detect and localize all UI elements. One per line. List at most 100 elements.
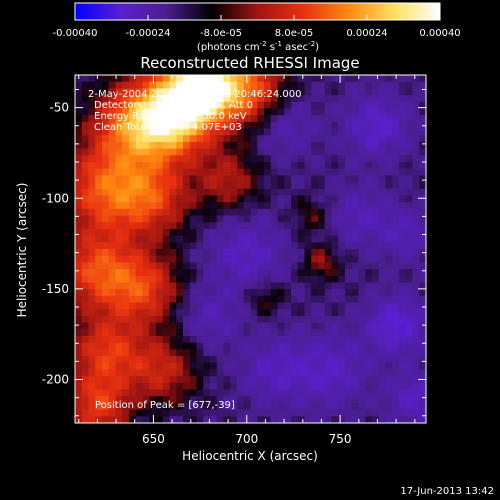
- heatmap-cell: [324, 289, 333, 297]
- heatmap-cell: [291, 108, 299, 116]
- heatmap-cell: [230, 289, 238, 297]
- heatmap-cell: [250, 249, 258, 257]
- heatmap-cell: [230, 349, 238, 357]
- heatmap-cell: [196, 208, 204, 217]
- heatmap-cell: [122, 309, 130, 317]
- heatmap-cell: [142, 389, 150, 397]
- heatmap-cell: [338, 215, 346, 223]
- heatmap-cell: [142, 249, 150, 257]
- heatmap-cell: [189, 195, 198, 203]
- heatmap-cell: [196, 121, 204, 130]
- heatmap-cell: [338, 141, 346, 150]
- heatmap-cell: [169, 148, 177, 156]
- heatmap-cell: [210, 242, 218, 250]
- heatmap-cell: [311, 141, 319, 150]
- heatmap-cell: [264, 155, 272, 163]
- heatmap-cell: [345, 349, 353, 357]
- heatmap-cell: [149, 88, 157, 96]
- heatmap-cell: [399, 356, 407, 364]
- heatmap-cell: [81, 121, 90, 130]
- heatmap-cell: [115, 289, 123, 297]
- heatmap-cell: [372, 342, 380, 350]
- heatmap-cell: [318, 128, 326, 136]
- heatmap-cell: [169, 95, 177, 103]
- heatmap-cell: [297, 269, 306, 277]
- heatmap-cell: [203, 75, 211, 83]
- heatmap-cell: [331, 121, 339, 130]
- heatmap-cell: [135, 81, 144, 89]
- heatmap-cell: [405, 148, 414, 156]
- heatmap-cell: [345, 315, 353, 324]
- heatmap-cell: [203, 115, 211, 123]
- heatmap-cell: [243, 342, 252, 350]
- heatmap-cell: [88, 162, 96, 170]
- heatmap-cell: [385, 128, 393, 136]
- heatmap-cell: [358, 376, 366, 384]
- heatmap-cell: [419, 336, 426, 344]
- heatmap-cell: [311, 162, 319, 170]
- heatmap-cell: [365, 148, 373, 156]
- heatmap-cell: [196, 215, 204, 223]
- heatmap-cell: [351, 382, 360, 391]
- heatmap-cell: [318, 195, 326, 203]
- heatmap-cell: [284, 269, 292, 277]
- heatmap-cell: [210, 262, 218, 270]
- heatmap-cell: [196, 349, 204, 357]
- heatmap-cell: [216, 356, 225, 364]
- heatmap-cell: [291, 342, 299, 350]
- heatmap-cell: [223, 182, 231, 190]
- heatmap-cell: [291, 315, 299, 324]
- heatmap-cell: [291, 396, 299, 404]
- heatmap-cell: [257, 409, 265, 417]
- heatmap-cell: [250, 88, 258, 96]
- heatmap-cell: [88, 155, 96, 163]
- heatmap-cell: [378, 121, 387, 130]
- heatmap-cell: [412, 396, 420, 404]
- heatmap-cell: [270, 382, 279, 391]
- heatmap-cell: [405, 362, 414, 371]
- heatmap-cell: [250, 162, 258, 170]
- heatmap-cell: [297, 81, 306, 89]
- heatmap-cell: [88, 376, 96, 384]
- heatmap-cell: [345, 409, 353, 417]
- heatmap-cell: [399, 336, 407, 344]
- heatmap-cell: [75, 282, 83, 290]
- heatmap-cell: [129, 342, 137, 350]
- heatmap-cell: [162, 175, 171, 183]
- heatmap-cell: [95, 235, 103, 243]
- heatmap-cell: [88, 182, 96, 190]
- heatmap-cell: [291, 255, 299, 263]
- heatmap-cell: [372, 255, 380, 263]
- heatmap-cell: [358, 349, 366, 357]
- heatmap-cell: [210, 282, 218, 290]
- heatmap-cell: [129, 88, 137, 96]
- heatmap-cell: [291, 336, 299, 344]
- heatmap-cell: [264, 128, 272, 136]
- heatmap-cell: [392, 148, 400, 156]
- heatmap-cell: [304, 389, 312, 397]
- heatmap-cell: [257, 135, 265, 143]
- heatmap-cell: [304, 135, 312, 143]
- heatmap-cell: [358, 222, 366, 230]
- heatmap-cell: [412, 289, 420, 297]
- heatmap-cell: [318, 88, 326, 96]
- heatmap-cell: [108, 409, 117, 417]
- heatmap-cell: [358, 369, 366, 377]
- heatmap-cell: [149, 309, 157, 317]
- heatmap-cell: [189, 356, 198, 364]
- heatmap-cell: [385, 289, 393, 297]
- heatmap-cell: [392, 295, 400, 304]
- heatmap-cell: [183, 349, 191, 357]
- heatmap-cell: [243, 81, 252, 89]
- heatmap-cell: [365, 88, 373, 96]
- heatmap-cell: [176, 362, 184, 371]
- heatmap-cell: [176, 242, 184, 250]
- heatmap-cell: [237, 309, 245, 317]
- heatmap-cell: [115, 101, 123, 110]
- heatmap-cell: [122, 356, 130, 364]
- heatmap-cell: [230, 168, 238, 176]
- heatmap-cell: [277, 75, 285, 83]
- heatmap-cell: [291, 222, 299, 230]
- heatmap-cell: [216, 175, 225, 183]
- heatmap-cell: [405, 141, 414, 150]
